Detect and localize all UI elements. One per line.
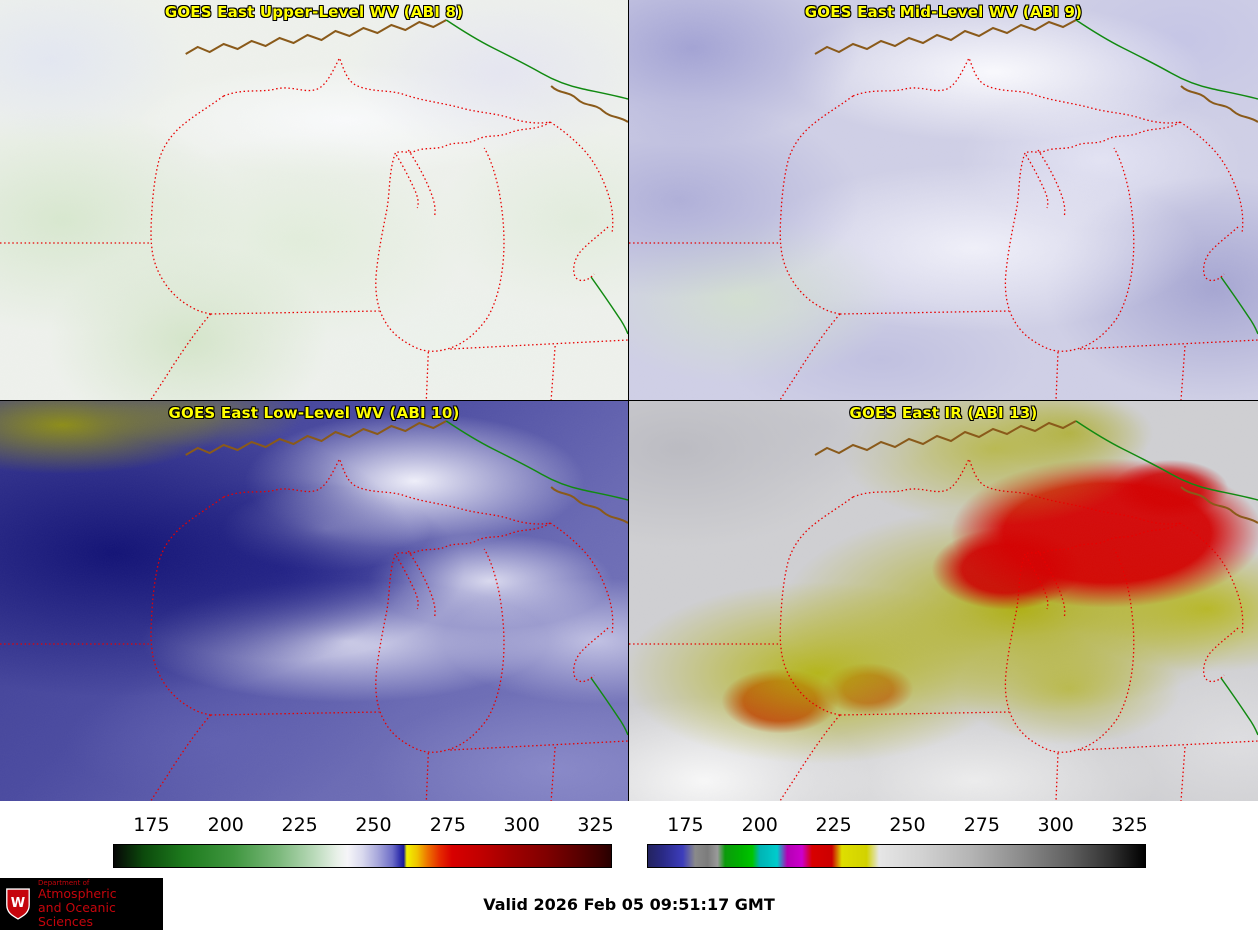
colorbar-ir: 175 200 225 250 275 300 325 [647, 813, 1148, 871]
logo-name-line1: Atmospheric [38, 886, 117, 902]
tick-label: 300 [503, 814, 540, 836]
tick-label: 250 [889, 814, 926, 836]
colorbar-wv-ticks: 175 200 225 250 275 300 325 [113, 813, 614, 839]
tick-label: 200 [741, 814, 778, 836]
panel-upper-level-wv: GOES East Upper-Level WV (ABI 8) [0, 0, 628, 400]
logo-dept-line: Department of [38, 878, 90, 887]
footer: Valid 2026 Feb 05 09:51:17 GMT W Departm… [0, 878, 1258, 930]
map-boundaries-overlay [629, 420, 1258, 801]
map-boundaries-overlay [0, 19, 628, 400]
logo-name-line2: and Oceanic Sciences [38, 899, 116, 929]
noise-texture [0, 401, 628, 801]
uw-crest-icon: W [6, 888, 30, 920]
panel-title: GOES East IR (ABI 13) [849, 404, 1038, 422]
tick-label: 275 [963, 814, 1000, 836]
panel-low-level-wv: GOES East Low-Level WV (ABI 10) [0, 401, 628, 801]
svg-text:W: W [11, 896, 25, 911]
tick-label: 175 [667, 814, 704, 836]
valid-time-label: Valid 2026 Feb 05 09:51:17 GMT [483, 894, 775, 914]
tick-label: 250 [355, 814, 392, 836]
logo-text: Department of Atmospheric and Oceanic Sc… [38, 878, 163, 929]
colorbar-ir-gradient [647, 844, 1146, 868]
panel-mid-level-wv: GOES East Mid-Level WV (ABI 9) [629, 0, 1258, 400]
colorbar-row: 175 200 225 250 275 300 325 175 200 225 … [0, 801, 1258, 878]
panel-ir: GOES East IR (ABI 13) [629, 401, 1258, 801]
tick-label: 225 [281, 814, 318, 836]
map-boundaries-overlay [0, 420, 628, 801]
tick-label: 300 [1037, 814, 1074, 836]
noise-texture [0, 0, 628, 400]
tick-label: 225 [815, 814, 852, 836]
noise-texture [629, 401, 1258, 801]
noise-texture [629, 0, 1258, 400]
colorbar-wv: 175 200 225 250 275 300 325 [113, 813, 614, 871]
tick-label: 325 [577, 814, 614, 836]
aos-department-logo: W Department of Atmospheric and Oceanic … [0, 878, 163, 930]
tick-label: 275 [429, 814, 466, 836]
panel-title: GOES East Low-Level WV (ABI 10) [168, 404, 460, 422]
panel-title: GOES East Mid-Level WV (ABI 9) [804, 3, 1083, 21]
panel-grid: GOES East Upper-Level WV (ABI 8) GOES Ea… [0, 0, 1258, 801]
map-boundaries-overlay [629, 19, 1258, 400]
colorbar-wv-gradient [113, 844, 612, 868]
colorbar-ir-ticks: 175 200 225 250 275 300 325 [647, 813, 1148, 839]
tick-label: 325 [1111, 814, 1148, 836]
panel-title: GOES East Upper-Level WV (ABI 8) [164, 3, 464, 21]
tick-label: 175 [133, 814, 170, 836]
tick-label: 200 [207, 814, 244, 836]
